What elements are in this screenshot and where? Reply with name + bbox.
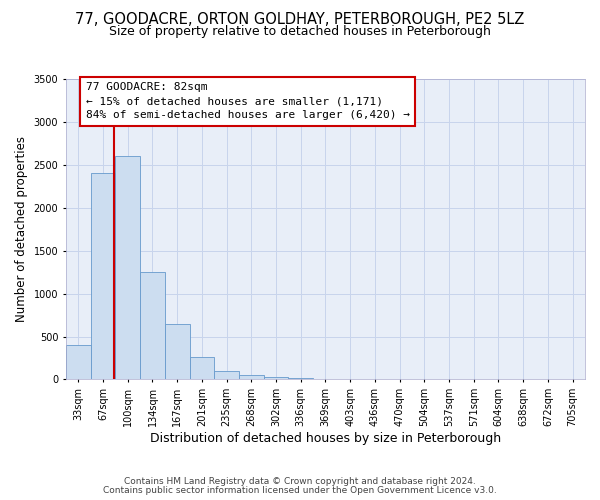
Bar: [140, 272, 165, 380]
Text: 77 GOODACRE: 82sqm
← 15% of detached houses are smaller (1,171)
84% of semi-deta: 77 GOODACRE: 82sqm ← 15% of detached hou…: [86, 82, 410, 120]
Bar: [263, 377, 289, 380]
Bar: [91, 174, 115, 380]
Bar: [313, 378, 338, 380]
Text: Contains HM Land Registry data © Crown copyright and database right 2024.: Contains HM Land Registry data © Crown c…: [124, 477, 476, 486]
Text: Size of property relative to detached houses in Peterborough: Size of property relative to detached ho…: [109, 25, 491, 38]
Bar: [115, 156, 140, 380]
Bar: [214, 371, 239, 380]
Bar: [239, 374, 263, 380]
Text: 77, GOODACRE, ORTON GOLDHAY, PETERBOROUGH, PE2 5LZ: 77, GOODACRE, ORTON GOLDHAY, PETERBOROUG…: [76, 12, 524, 28]
Bar: [289, 378, 313, 380]
Bar: [66, 345, 91, 380]
Text: Contains public sector information licensed under the Open Government Licence v3: Contains public sector information licen…: [103, 486, 497, 495]
Bar: [190, 357, 214, 380]
X-axis label: Distribution of detached houses by size in Peterborough: Distribution of detached houses by size …: [150, 432, 501, 445]
Bar: [165, 324, 190, 380]
Y-axis label: Number of detached properties: Number of detached properties: [15, 136, 28, 322]
